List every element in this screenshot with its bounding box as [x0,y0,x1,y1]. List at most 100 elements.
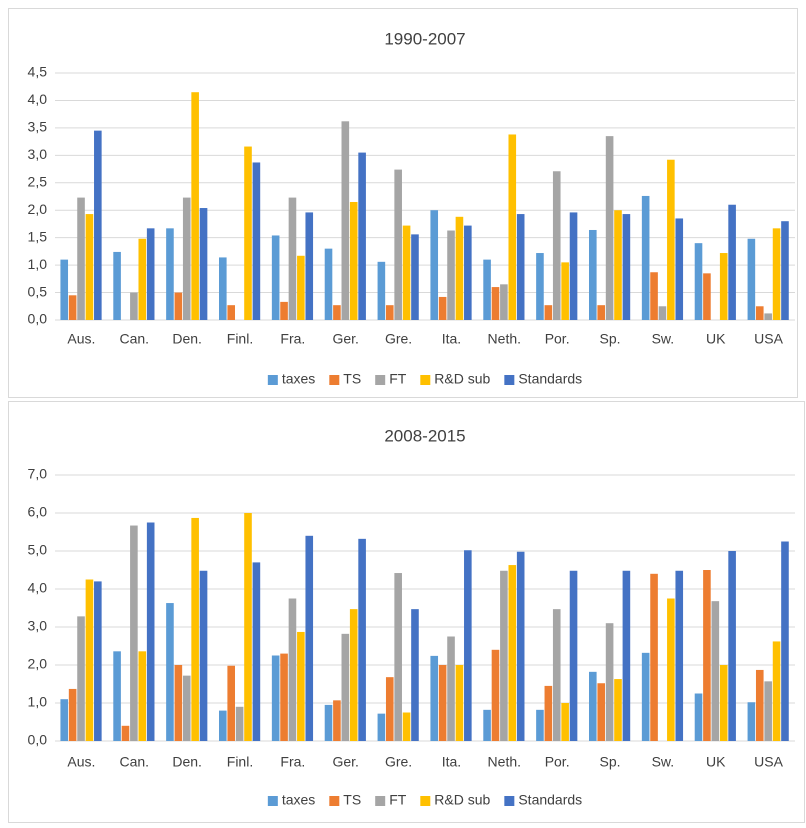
bar [516,214,525,320]
bar [305,535,314,741]
x-tick-label: Neth. [488,754,521,770]
bar [219,257,227,320]
bar [341,121,350,321]
bar [694,693,703,741]
bar [764,681,772,741]
legend-swatch [267,375,278,385]
bar [174,665,183,741]
legend-label: R&D sub [434,792,490,808]
bar [385,677,394,741]
bar [544,305,553,320]
legend-swatch [329,375,340,385]
legend-swatch [504,375,515,385]
legend-swatch [267,796,278,806]
x-tick-label: Aus. [67,754,95,770]
legend-swatch [375,375,386,385]
bar [755,306,764,320]
bar [297,631,305,741]
bar [385,305,394,320]
bar [138,651,147,741]
x-tick-label: Aus. [67,331,95,347]
y-tick-label: 4,0 [28,580,48,596]
x-tick-label: Den. [172,331,202,347]
bar [747,702,756,741]
x-tick-label: Ger. [332,754,358,770]
bar [781,221,789,320]
bar [333,700,341,741]
bar [227,305,235,320]
x-tick-label: Can. [119,754,149,770]
bar [227,665,235,741]
x-tick-label: Ita. [442,331,461,347]
bar [658,306,667,320]
bar [130,525,138,741]
bar [60,699,69,741]
bar [244,513,252,741]
bar [667,159,675,320]
bar [166,603,174,741]
bar [219,710,227,741]
bar [146,522,155,741]
bar [772,228,781,320]
bar [271,235,280,320]
x-tick-label: Sp. [599,754,620,770]
bar [182,197,191,320]
bar [508,565,517,741]
y-tick-label: 2,5 [28,173,48,189]
bar [703,570,711,741]
bar [641,652,650,741]
legend: taxes TS FT R&D sub Standards [267,371,582,387]
bar [280,653,288,741]
bar [491,287,500,320]
legend-swatch [329,796,340,806]
x-tick-label: Finl. [227,754,253,770]
bar [280,301,288,320]
bar [349,609,358,741]
legend-label: Standards [518,792,582,808]
bar [297,255,305,320]
bar [166,228,174,320]
bar [764,313,772,320]
bar [614,679,622,741]
x-tick-label: Sw. [652,331,675,347]
bar [491,649,500,741]
legend-label: TS [343,371,361,387]
bar [191,517,199,741]
bar [569,570,578,741]
bar [755,669,764,741]
bar [605,136,614,320]
bar [605,623,614,741]
bar [561,262,569,320]
bar [411,234,419,320]
x-tick-label: Sw. [652,754,675,770]
y-tick-label: 0,0 [28,311,48,327]
bar [77,197,85,320]
y-tick-label: 3,0 [28,146,48,162]
bar [430,655,439,741]
y-tick-label: 0,0 [28,732,48,748]
bar [597,683,605,741]
bar [333,305,341,320]
bar [650,272,658,320]
bar [377,713,386,741]
bar [146,228,155,320]
bar [728,204,736,320]
bar [94,130,102,320]
bar [544,685,553,741]
bar [464,550,472,741]
bar [199,570,208,741]
bar [622,570,631,741]
bar [447,230,455,320]
bar [113,251,121,320]
bar [455,665,464,741]
bar [394,573,402,741]
bar [402,712,411,741]
legend-label: FT [389,792,407,808]
bar [252,562,261,741]
bar [85,579,94,741]
bar [675,218,684,320]
bar [500,570,508,741]
bar [483,709,491,741]
bar [377,261,386,320]
